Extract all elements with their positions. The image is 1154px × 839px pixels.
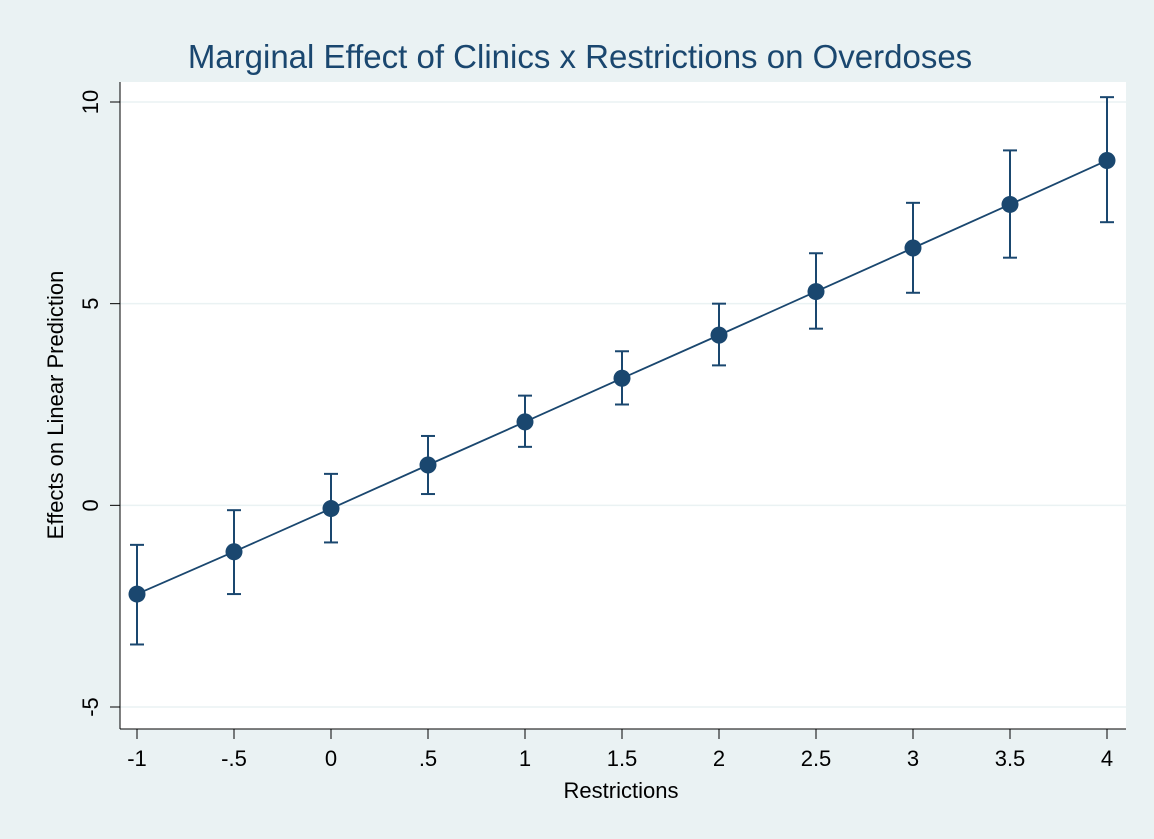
- x-tick-label: -1: [127, 746, 147, 771]
- data-point: [516, 413, 534, 431]
- x-tick-label: .5: [419, 746, 437, 771]
- data-point: [419, 456, 437, 474]
- x-tick-label: 1: [519, 746, 531, 771]
- x-tick-label: -.5: [221, 746, 247, 771]
- x-tick-label: 0: [325, 746, 337, 771]
- x-tick-label: 2: [713, 746, 725, 771]
- data-point: [128, 585, 146, 603]
- data-point: [613, 369, 631, 387]
- data-points: [128, 151, 1116, 603]
- data-point: [710, 326, 728, 344]
- data-point: [807, 283, 825, 301]
- y-tick-label: 10: [78, 90, 103, 114]
- y-tick-label: 5: [78, 298, 103, 310]
- gridlines: [120, 101, 1126, 708]
- x-tick-label: 2.5: [801, 746, 832, 771]
- y-tick-label: 0: [78, 499, 103, 511]
- y-tick-label: -5: [78, 697, 103, 717]
- data-point: [322, 500, 340, 518]
- data-point: [1001, 195, 1019, 213]
- data-point: [1098, 151, 1116, 169]
- x-tick-label: 3: [907, 746, 919, 771]
- chart-title: Marginal Effect of Clinics x Restriction…: [188, 38, 972, 75]
- y-axis-title: Effects on Linear Prediction: [43, 271, 68, 540]
- axis-ticks: -5 0 5 10 -1 -.5 0 .5 1 1.5 2 2.5 3 3.5 4: [78, 90, 1113, 771]
- x-tick-label: 4: [1101, 746, 1113, 771]
- data-point: [225, 543, 243, 561]
- x-tick-label: 3.5: [995, 746, 1026, 771]
- data-point: [904, 239, 922, 257]
- x-axis-title: Restrictions: [564, 778, 679, 803]
- x-tick-label: 1.5: [607, 746, 638, 771]
